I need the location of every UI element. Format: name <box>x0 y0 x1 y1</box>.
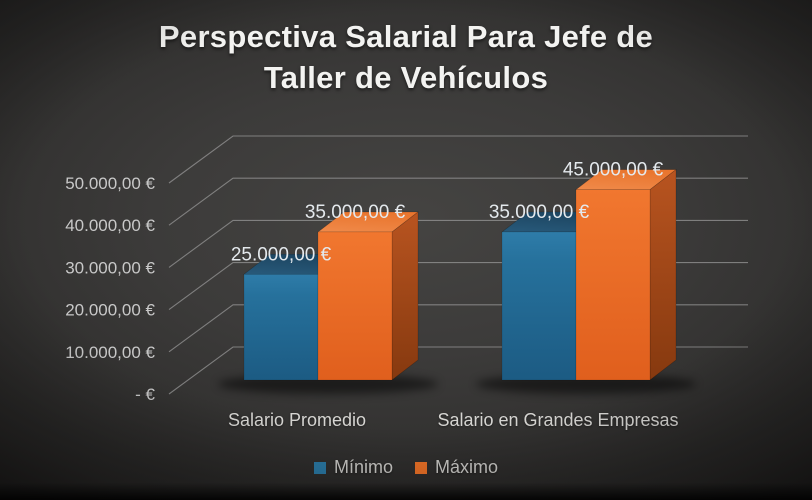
y-axis-tick-label: 50.000,00 € <box>65 174 155 193</box>
x-axis-category-salario-promedio: Salario Promedio <box>227 410 367 430</box>
bar-minimo-front-face <box>501 231 577 381</box>
legend: Mínimo Máximo <box>0 457 812 478</box>
chart-title: Perspectiva Salarial Para Jefe de Taller… <box>0 16 812 98</box>
y-axis-tick-label: 40.000,00 € <box>65 216 155 235</box>
bar-maximo-side-face <box>649 169 677 381</box>
y-axis-tick-label: 30.000,00 € <box>65 258 155 277</box>
y-axis-tick-label: - € <box>135 385 155 404</box>
y-axis-tick-label: 10.000,00 € <box>65 343 155 362</box>
x-axis-category-salario-grandes-empresas: Salario en Grandes Empresas <box>437 410 679 430</box>
legend-label-minimo: Mínimo <box>333 457 393 477</box>
legend-swatch-maximo-icon <box>415 461 427 474</box>
chart-title-line2: Taller de Vehículos <box>263 60 549 95</box>
y-axis-tick-label: 20.000,00 € <box>65 301 155 320</box>
data-label-minimo: 35.000,00 € <box>489 202 590 223</box>
legend-item-maximo: Máximo <box>415 457 498 478</box>
bar-minimo-front-face <box>243 273 319 381</box>
legend-swatch-minimo-icon <box>313 461 326 474</box>
y-axis-tick-labels: 50.000,00 € 40.000,00 € 30.000,00 € 20.000,… <box>65 174 155 404</box>
data-label-maximo: 35.000,00 € <box>305 202 406 223</box>
legend-item-minimo: Mínimo <box>313 457 393 478</box>
bar-maximo-side-face <box>391 211 419 381</box>
chart-title-line1: Perspectiva Salarial Para Jefe de <box>158 19 654 54</box>
data-label-maximo: 45.000,00 € <box>563 160 664 181</box>
bars <box>218 169 696 394</box>
legend-label-maximo: Máximo <box>435 457 499 477</box>
data-label-minimo: 25.000,00 € <box>231 244 332 265</box>
